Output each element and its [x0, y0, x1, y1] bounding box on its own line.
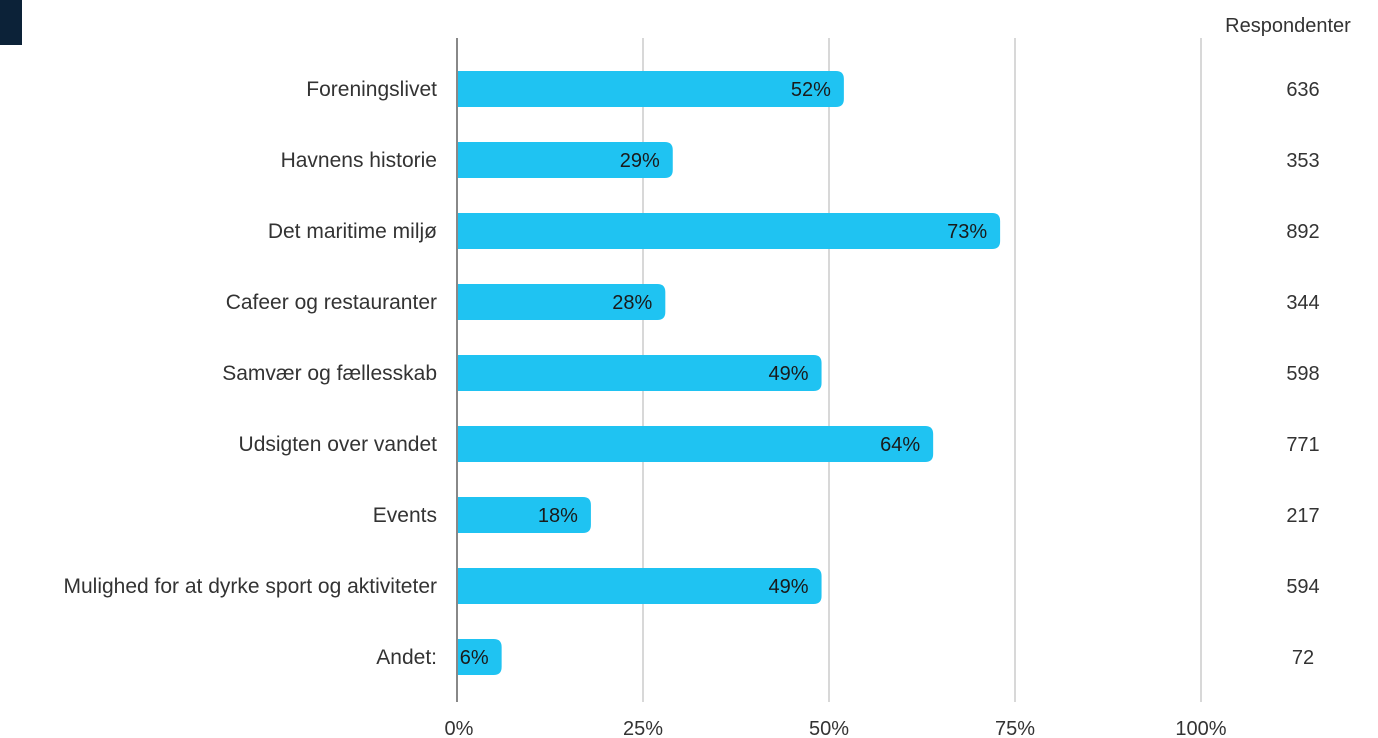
category-label: Mulighed for at dyrke sport og aktivitet…: [63, 575, 437, 598]
x-tick-label: 100%: [1175, 718, 1226, 738]
category-label: Andet:: [376, 646, 437, 669]
x-tick-label: 0%: [445, 718, 474, 738]
respondents-count: 217: [1286, 505, 1319, 527]
category-label: Havnens historie: [281, 149, 437, 172]
bar-value-label: 64%: [880, 434, 920, 456]
respondents-count: 598: [1286, 363, 1319, 385]
bar-value-label: 49%: [769, 363, 809, 385]
bar: [457, 568, 822, 604]
bar: [457, 426, 934, 462]
x-tick-label: 50%: [809, 718, 849, 738]
respondents-count: 892: [1286, 221, 1319, 243]
category-label: Foreningslivet: [306, 78, 437, 101]
category-label: Det maritime miljø: [268, 220, 437, 243]
x-tick-label: 75%: [995, 718, 1035, 738]
category-label: Udsigten over vandet: [239, 433, 438, 456]
category-label: Samvær og fællesskab: [222, 362, 437, 385]
respondents-count: 594: [1286, 576, 1319, 598]
bar: [457, 355, 822, 391]
bar-value-label: 18%: [538, 505, 578, 527]
corner-block: [0, 0, 22, 45]
respondents-count: 771: [1286, 434, 1319, 456]
x-tick-label: 25%: [623, 718, 663, 738]
respondents-header: Respondenter: [1225, 15, 1351, 37]
category-label: Events: [373, 504, 437, 527]
bar: [457, 497, 591, 533]
respondents-count: 636: [1286, 79, 1319, 101]
bar-value-label: 6%: [460, 647, 489, 669]
respondents-count: 353: [1286, 150, 1319, 172]
bar-value-label: 49%: [769, 576, 809, 598]
bar: [457, 284, 666, 320]
bar: [457, 639, 502, 675]
bar-value-label: 29%: [620, 150, 660, 172]
bars: [457, 71, 1001, 675]
bar: [457, 71, 844, 107]
labels: 0% 25% 50% 75% 100% 52% Foreningslivet 636 29% Ha…: [63, 78, 1319, 738]
bar-value-label: 73%: [947, 221, 987, 243]
bar: [457, 142, 673, 178]
bar-value-label: 52%: [791, 79, 831, 101]
bar-value-label: 28%: [612, 292, 652, 314]
category-label: Cafeer og restauranter: [226, 291, 437, 314]
respondents-count: 344: [1286, 292, 1319, 314]
bar: [457, 213, 1001, 249]
respondents-count: 72: [1292, 647, 1314, 669]
